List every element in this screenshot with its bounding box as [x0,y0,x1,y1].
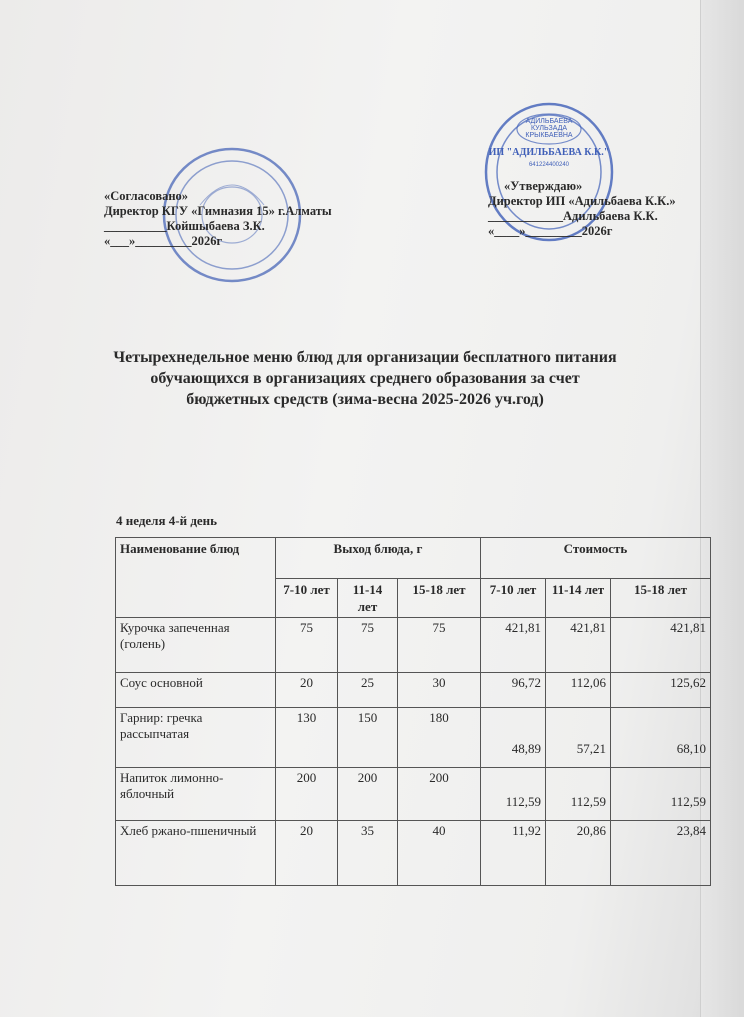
header-cost-age: 11-14 лет [545,578,611,618]
svg-text:КРЫКБАЕВНА: КРЫКБАЕВНА [525,132,573,139]
cost-value: 23,84 [610,820,711,886]
dish-name: Напиток лимонно-яблочный [115,767,276,821]
svg-text:641224400240: 641224400240 [529,162,570,168]
approval-right-signature-line: ____________Адильбаева К.К. [488,209,658,223]
header-dish-name: Наименование блюд [115,537,276,618]
yield-value: 200 [275,767,338,821]
yield-value: 200 [397,767,481,821]
yield-value: 30 [397,672,481,708]
yield-value: 20 [275,672,338,708]
table-row: Курочка запеченная (голень) 75 75 75 421,81 4… [115,617,711,673]
cost-value: 112,06 [545,672,611,708]
table-row: Хлеб ржано-пшеничный 20 35 40 11,92 20,86 23,8… [115,820,711,886]
cost-value: 112,59 [480,767,546,821]
approval-right-date-line: «____»_________2026г [488,224,613,238]
cost-value: 68,10 [610,707,711,768]
cost-value: 112,59 [545,767,611,821]
approval-left-director: Директор КГУ «Гимназия 15» г.Алматы [104,204,332,218]
approval-left-label: «Согласовано» [104,189,189,203]
approval-left-signature-line: __________Койшыбаева З.К. [104,219,265,233]
yield-value: 180 [397,707,481,768]
document-title: Четырехнедельное меню блюд для организац… [113,349,617,408]
yield-value: 75 [397,617,481,673]
table-row: Напиток лимонно-яблочный 200 200 200 112,59 1… [115,767,711,821]
cost-value: 421,81 [545,617,611,673]
svg-text:ИП "АДИЛЬБАЕВА К.К.": ИП "АДИЛЬБАЕВА К.К." [489,147,610,158]
header-cost-age: 15-18 лет [610,578,711,618]
yield-value: 40 [397,820,481,886]
week-day-label: 4 неделя 4-й день [116,513,218,528]
svg-text:АДИЛЬБАЕВА: АДИЛЬБАЕВА [526,118,573,125]
approval-right: «Утверждаю» Директор ИП «Адильбаева К.К.… [488,179,676,239]
approval-right-label: «Утверждаю» [504,179,583,193]
yield-value: 20 [275,820,338,886]
dish-name: Гарнир: гречка рассыпчатая [115,707,276,768]
cost-value: 112,59 [610,767,711,821]
svg-text:КУЛЬЗАДА: КУЛЬЗАДА [531,125,567,132]
dish-name: Курочка запеченная (голень) [115,617,276,673]
yield-value: 75 [337,617,398,673]
yield-value: 130 [275,707,338,768]
cost-value: 57,21 [545,707,611,768]
yield-value: 35 [337,820,398,886]
header-yield-age: 11-14 лет [337,578,398,618]
round-stamp-left [162,147,302,283]
yield-value: 200 [337,767,398,821]
menu-table: Наименование блюд Выход блюда, г Стоимос… [115,537,711,886]
yield-value: 25 [337,672,398,708]
cost-value: 421,81 [480,617,546,673]
header-yield-age: 7-10 лет [275,578,338,618]
cost-value: 48,89 [480,707,546,768]
dish-name: Соус основной [115,672,276,708]
table-row: Соус основной 20 25 30 96,72 112,06 125,62 [115,672,711,708]
approval-left: «Согласовано» Директор КГУ «Гимназия 15»… [104,189,332,249]
yield-value: 150 [337,707,398,768]
round-stamp-right: АДИЛЬБАЕВА КУЛЬЗАДА КРЫКБАЕВНА ИП "АДИЛЬ… [484,102,614,242]
yield-value: 75 [275,617,338,673]
table-row: Гарнир: гречка рассыпчатая 130 150 180 48,89… [115,707,711,768]
cost-value: 96,72 [480,672,546,708]
cost-value: 125,62 [610,672,711,708]
cost-value: 11,92 [480,820,546,886]
header-cost: Стоимость [480,537,711,579]
header-yield: Выход блюда, г [275,537,481,579]
approval-right-director: Директор ИП «Адильбаева К.К.» [488,194,676,208]
header-cost-age: 7-10 лет [480,578,546,618]
header-yield-age: 15-18 лет [397,578,481,618]
approval-left-date-line: «___»_________2026г [104,234,223,248]
cost-value: 20,86 [545,820,611,886]
dish-name: Хлеб ржано-пшеничный [115,820,276,886]
cost-value: 421,81 [610,617,711,673]
